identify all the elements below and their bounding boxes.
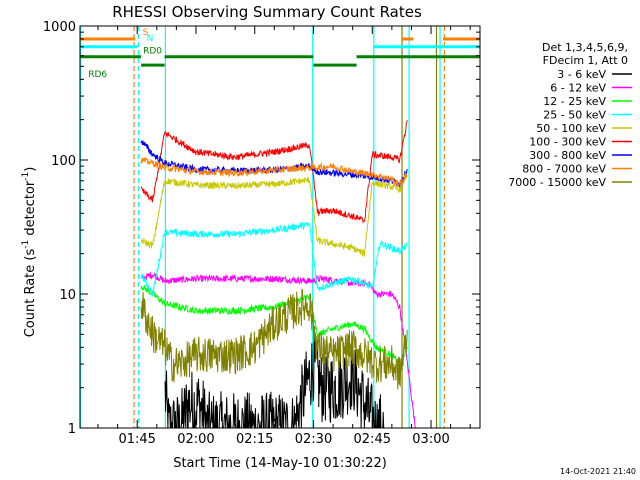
y-tick-label-3: 1000 — [43, 20, 76, 35]
legend-header-line-1: Det 1,3,4,5,6,9, — [542, 41, 628, 54]
x-axis-label: Start Time (14-May-10 01:30:22) — [173, 456, 387, 471]
legend-label-0: 3 - 6 keV — [557, 68, 606, 81]
series-line-7 — [140, 156, 408, 188]
y-axis-label-sup1: -1 — [21, 240, 31, 249]
legend-label-2: 12 - 25 keV — [543, 95, 606, 108]
legend-label-3: 25 - 50 keV — [543, 109, 606, 122]
y-axis-label-end: ) — [23, 167, 38, 172]
plot-area — [80, 26, 480, 428]
state-bar-label-0: S — [143, 28, 149, 38]
x-tick-label-4: 02:45 — [354, 432, 391, 447]
legend-label-7: 800 - 7000 keV — [522, 163, 606, 176]
state-bar-label-3: RD6 — [88, 70, 107, 80]
legend-label-8: 7000 - 15000 keV — [508, 176, 606, 189]
legend-label-4: 50 - 100 keV — [536, 122, 606, 135]
series-line-2 — [140, 284, 408, 366]
y-axis-ticks: 1 10 100 1000 — [43, 20, 480, 437]
state-bar-label-1: N — [147, 34, 154, 44]
y-tick-label-2: 100 — [51, 154, 76, 169]
plot-border — [79, 25, 481, 429]
y-axis-label-mid: detector — [23, 180, 38, 240]
x-tick-label-3: 02:30 — [295, 432, 332, 447]
chart-title: RHESSI Observing Summary Count Rates — [112, 3, 422, 21]
x-tick-label-2: 02:15 — [236, 432, 273, 447]
series-line-8 — [140, 288, 408, 390]
y-axis-label-main: Count Rate (s — [23, 249, 38, 338]
y-axis-label: Count Rate (s-1 detector-1) — [21, 167, 38, 338]
series-line-3 — [140, 221, 408, 297]
legend-label-5: 100 - 300 keV — [529, 136, 606, 149]
x-axis-ticks: 01:45 02:00 02:15 02:30 02:45 03:00 — [97, 26, 471, 447]
y-tick-label-1: 10 — [59, 288, 76, 303]
series-line-6 — [140, 140, 408, 189]
series-line-0 — [164, 330, 385, 428]
series-line-4 — [140, 175, 408, 257]
series-line-5 — [140, 120, 408, 224]
legend-label-6: 300 - 800 keV — [529, 149, 606, 162]
y-tick-label-0: 1 — [68, 422, 76, 437]
state-bar-label-2: RD0 — [143, 47, 162, 57]
x-tick-label-5: 03:00 — [412, 432, 449, 447]
x-tick-label-0: 01:45 — [118, 432, 155, 447]
x-tick-label-1: 02:00 — [177, 432, 214, 447]
legend: Det 1,3,4,5,6,9, FDecim 1, Att 0 3 - 6 k… — [508, 41, 632, 189]
footer-timestamp: 14-Oct-2021 21:40 — [560, 467, 636, 476]
legend-label-1: 6 - 12 keV — [550, 82, 606, 95]
plot-frame — [79, 25, 481, 429]
y-axis-label-sup2: -1 — [21, 172, 31, 181]
legend-header-line-2: FDecim 1, Att 0 — [543, 54, 628, 67]
